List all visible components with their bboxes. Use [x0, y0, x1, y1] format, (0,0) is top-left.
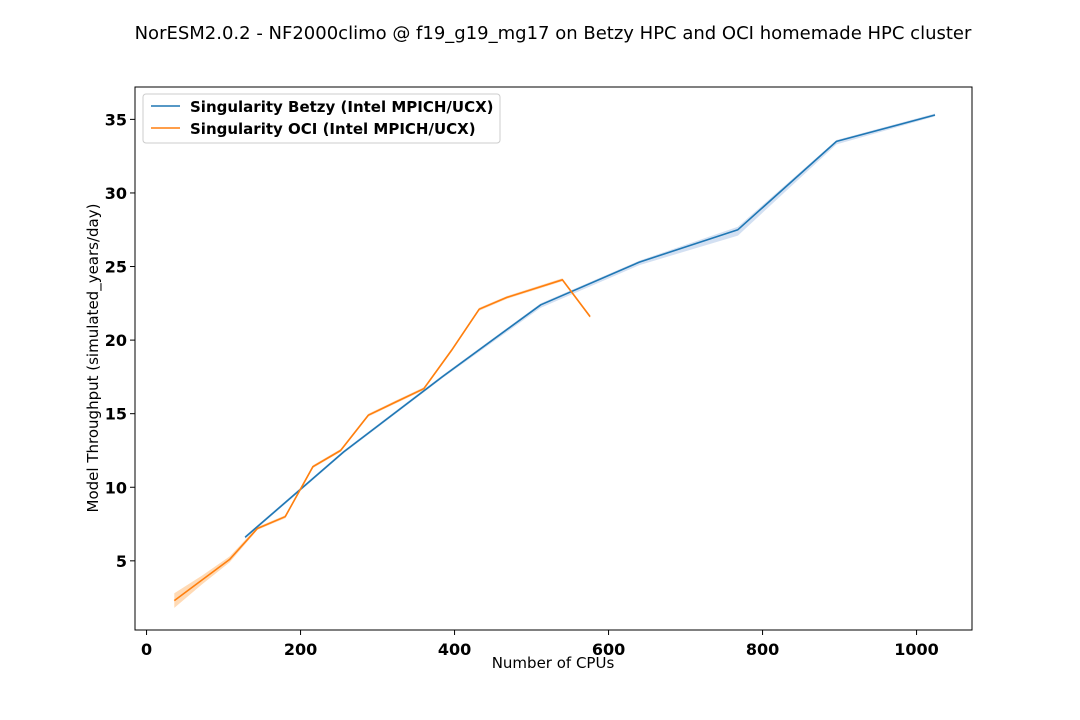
series-line-oci [173, 278, 591, 602]
y-tick-label: 35 [105, 110, 127, 129]
series-line-betzy [244, 114, 936, 538]
y-tick-label: 25 [105, 258, 127, 277]
x-tick-label: 1000 [894, 640, 939, 659]
y-tick-label: 30 [105, 184, 127, 203]
y-tick-label: 10 [105, 478, 127, 497]
x-axis-label: Number of CPUs [492, 654, 615, 672]
y-tick-label: 20 [105, 331, 127, 350]
y-axis-ticks: 5 10 15 20 25 30 35 [105, 110, 135, 571]
legend-label-betzy: Singularity Betzy (Intel MPICH/UCX) [190, 98, 494, 116]
x-tick-label: 600 [592, 640, 625, 659]
band-oci [174, 278, 591, 608]
x-tick-label: 400 [438, 640, 471, 659]
band-betzy [245, 113, 936, 539]
y-tick-label: 5 [116, 552, 127, 571]
x-tick-label: 200 [284, 640, 317, 659]
series-lines [173, 114, 936, 602]
x-axis-ticks: 0 200 400 600 800 1000 [141, 630, 939, 659]
x-tick-label: 800 [746, 640, 779, 659]
chart-title: NorESM2.0.2 - NF2000climo @ f19_g19_mg17… [135, 23, 972, 44]
y-axis-label: Model Throughput (simulated_years/day) [84, 204, 103, 513]
legend-box [142, 93, 501, 144]
x-tick-label: 0 [141, 640, 152, 659]
y-tick-label: 15 [105, 405, 127, 424]
confidence-bands [174, 113, 936, 608]
legend: Singularity Betzy (Intel MPICH/UCX) Sing… [142, 93, 501, 144]
plot-area-frame [134, 86, 973, 631]
legend-label-oci: Singularity OCI (Intel MPICH/UCX) [190, 120, 476, 138]
